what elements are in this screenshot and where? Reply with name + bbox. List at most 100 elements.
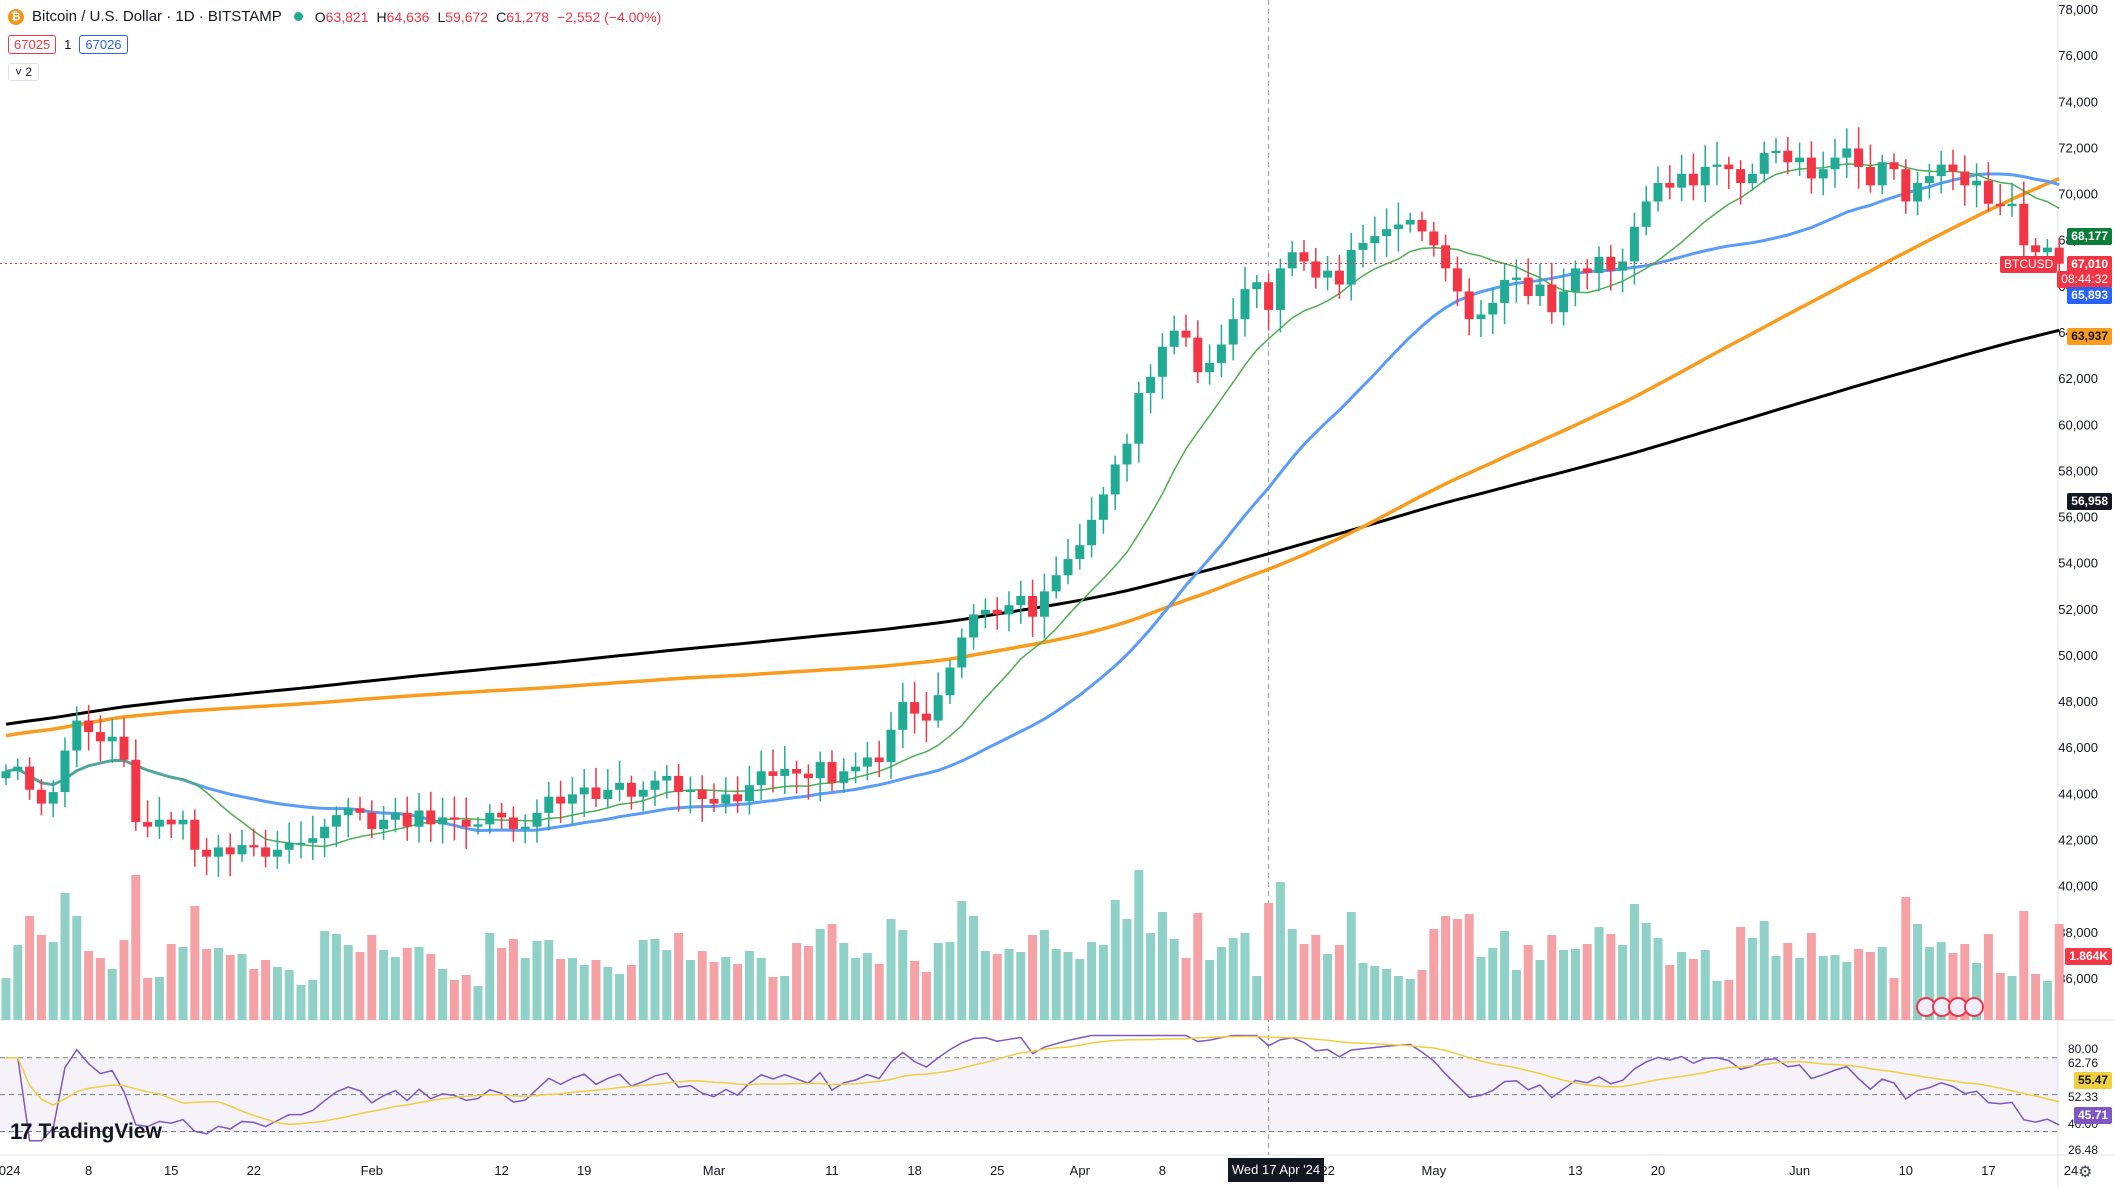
- candle-body: [1901, 169, 1911, 202]
- volume-bar: [685, 960, 695, 1020]
- candle-body: [1134, 392, 1144, 444]
- candle-body: [485, 812, 495, 825]
- x-tick-label: Apr: [1070, 1163, 1091, 1178]
- candle-body: [520, 826, 530, 829]
- y-tick-label: 56,000: [2058, 510, 2098, 525]
- symbol-title[interactable]: Bitcoin / U.S. Dollar · 1D · BITSTAMP: [32, 8, 282, 25]
- volume-bar: [60, 893, 70, 1020]
- volume-bar: [898, 930, 908, 1020]
- candle-body: [1500, 279, 1510, 303]
- candle-body: [1960, 171, 1970, 186]
- events-markers[interactable]: [1916, 997, 1984, 1017]
- y-tick-label: 48,000: [2058, 694, 2098, 709]
- volume-bar: [1216, 947, 1226, 1020]
- x-tick-label: 15: [164, 1163, 178, 1178]
- candle-body: [1228, 319, 1238, 345]
- bid-price[interactable]: 67025: [8, 35, 57, 54]
- volume-bar: [1358, 963, 1368, 1020]
- volume-bar: [261, 960, 271, 1020]
- candle-body: [827, 762, 837, 783]
- ma20-last-label: 68,177: [2067, 228, 2112, 245]
- candle-body: [1688, 173, 1698, 186]
- candle-body: [898, 702, 908, 730]
- volume-bar: [1110, 900, 1120, 1020]
- volume-bar: [1523, 945, 1533, 1020]
- volume-bar: [532, 941, 542, 1020]
- candle-body: [249, 845, 259, 848]
- volume-bar: [1901, 897, 1911, 1020]
- candle-body: [143, 822, 153, 827]
- candle-body: [84, 720, 94, 733]
- ma200-line: [5, 328, 2060, 726]
- bitcoin-icon: ₿: [8, 8, 24, 25]
- volume-bar: [213, 948, 223, 1020]
- us-flag-icon[interactable]: [1964, 997, 1984, 1017]
- volume-bar: [1240, 933, 1250, 1020]
- candle-body: [1854, 148, 1864, 167]
- candle-body: [95, 732, 105, 742]
- candle-body: [343, 808, 353, 816]
- volume-bar: [709, 962, 719, 1020]
- candle-body: [933, 695, 943, 721]
- candle-body: [1712, 164, 1722, 167]
- volume-last-label: 1.864K: [2065, 948, 2112, 965]
- candle-body: [213, 847, 223, 857]
- candle-body: [1948, 164, 1958, 172]
- indicators-toggle-button[interactable]: ˅ 2: [8, 63, 40, 81]
- volume-bar: [1441, 916, 1451, 1020]
- x-tick-label: 2024: [0, 1163, 20, 1178]
- candle-body: [449, 817, 459, 820]
- candle-body: [980, 609, 990, 615]
- candle-body: [1759, 153, 1769, 174]
- ma20-line: [5, 162, 2060, 848]
- candle-body: [1889, 162, 1899, 170]
- candle-body: [1051, 575, 1061, 592]
- tradingview-logo[interactable]: 17 TradingView: [10, 1119, 162, 1145]
- volume-bar: [461, 975, 471, 1020]
- volume-bar: [308, 980, 318, 1020]
- volume-bar: [202, 949, 212, 1020]
- bar-countdown: 08:44:32: [2057, 271, 2112, 288]
- ma50-line: [5, 172, 2060, 833]
- candle-body: [544, 796, 554, 813]
- candle-body: [1169, 330, 1179, 347]
- change-value: −2,552 (−4.00%): [557, 8, 662, 25]
- candle-body: [390, 812, 400, 820]
- x-tick-label: Mar: [703, 1163, 726, 1178]
- last-price-label: 67,010: [2067, 256, 2112, 273]
- ask-price[interactable]: 67026: [79, 35, 128, 54]
- volume-bar: [1004, 949, 1014, 1020]
- y-tick-label: 62,000: [2058, 371, 2098, 386]
- volume-bar: [1948, 953, 1958, 1020]
- candle-body: [815, 762, 825, 779]
- volume-bar: [1641, 923, 1651, 1020]
- candle-body: [803, 773, 813, 779]
- market-status-icon: [293, 12, 303, 21]
- volume-bar: [1818, 956, 1828, 1020]
- volume-bar: [249, 969, 259, 1020]
- settings-gear-icon[interactable]: ⚙: [2078, 1164, 2093, 1181]
- volume-bar: [921, 972, 931, 1020]
- candle-body: [1098, 494, 1108, 520]
- volume-bar: [1511, 970, 1521, 1020]
- candle-body: [1264, 282, 1274, 310]
- spread: 1: [64, 37, 72, 52]
- candle-body: [733, 794, 743, 802]
- candle-body: [461, 819, 471, 827]
- candle-body: [1464, 291, 1474, 320]
- candle-body: [1346, 249, 1356, 285]
- volume-bar: [343, 945, 353, 1020]
- candle-body: [615, 782, 625, 790]
- volume-bar: [1842, 962, 1852, 1020]
- volume-bar: [1889, 978, 1899, 1020]
- volume-bar: [827, 924, 837, 1020]
- candle-body: [992, 609, 1002, 615]
- x-tick-label: 13: [1568, 1163, 1582, 1178]
- candle-body: [320, 826, 330, 839]
- candle-body: [1122, 443, 1132, 465]
- candle-body: [107, 736, 117, 742]
- volume-bar: [650, 939, 660, 1020]
- candle-body: [426, 810, 436, 825]
- candle-body: [202, 849, 212, 857]
